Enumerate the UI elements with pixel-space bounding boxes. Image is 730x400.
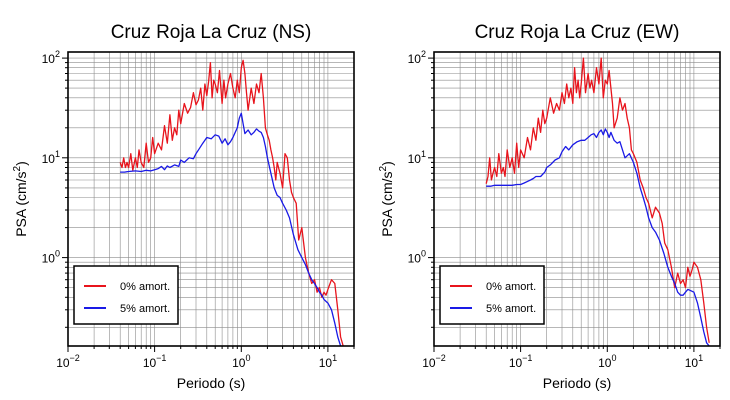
y-tick-label-base: 10 — [42, 252, 56, 266]
y-tick-label: 100 — [408, 249, 426, 266]
x-tick-label-exponent: −1 — [522, 353, 532, 363]
x-tick-label-base: 10 — [598, 356, 612, 370]
x-tick-label-base: 10 — [319, 356, 333, 370]
x-tick-label-base: 10 — [509, 356, 523, 370]
y-axis-label-exponent: 2 — [378, 165, 389, 171]
x-tick-label-exponent: 1 — [698, 353, 703, 363]
y-tick-label-base: 10 — [42, 52, 56, 66]
x-tick-label-exponent: 0 — [611, 353, 616, 363]
y-tick-label-base: 10 — [408, 52, 422, 66]
x-tick-label: 10−1 — [509, 353, 533, 370]
legend-label: 0% amort. — [486, 281, 536, 293]
y-tick-label: 101 — [42, 149, 60, 166]
y-tick-label-exponent: 2 — [421, 49, 426, 59]
grid — [67, 52, 355, 346]
y-tick-label: 102 — [408, 49, 426, 66]
legend-label: 5% amort. — [120, 303, 170, 315]
y-tick-label-exponent: 1 — [55, 149, 60, 159]
series-line — [120, 112, 342, 346]
chart-title: Cruz Roja La Cruz (EW) — [475, 22, 680, 43]
x-tick-label-base: 10 — [232, 356, 246, 370]
plot-frame — [67, 51, 355, 347]
series-line — [119, 59, 344, 346]
legend-box — [73, 265, 179, 325]
x-tick-label-base: 10 — [56, 356, 70, 370]
y-axis-label: PSA (cm/s2) — [378, 161, 395, 237]
y-axis-label-exponent: 2 — [12, 165, 23, 171]
x-tick-label: 101 — [319, 353, 337, 370]
legend-label: 0% amort. — [120, 281, 170, 293]
y-axis-label-text: PSA (cm/s — [13, 171, 29, 236]
x-tick-label: 101 — [685, 353, 703, 370]
x-tick-label: 10−2 — [56, 353, 80, 370]
x-tick-label-exponent: −2 — [436, 353, 446, 363]
legend: 0% amort. 5% amort. — [439, 265, 545, 325]
y-tick-label-exponent: 0 — [55, 249, 60, 259]
legend: 0% amort. 5% amort. — [73, 265, 179, 325]
x-tick-label: 100 — [598, 353, 616, 370]
x-tick-label-exponent: 0 — [245, 353, 250, 363]
y-tick-label-exponent: 1 — [421, 149, 426, 159]
y-tick-label-base: 10 — [408, 252, 422, 266]
y-tick-label-base: 10 — [408, 152, 422, 166]
chart-title: Cruz Roja La Cruz (NS) — [111, 22, 312, 43]
x-tick-label: 100 — [232, 353, 250, 370]
legend-box — [439, 265, 545, 325]
x-tick-label: 10−1 — [143, 353, 167, 370]
legend-label: 5% amort. — [486, 303, 536, 315]
series-line — [485, 57, 710, 343]
x-tick-label-base: 10 — [685, 356, 699, 370]
x-tick-label-base: 10 — [422, 356, 436, 370]
x-tick-label-exponent: −2 — [70, 353, 80, 363]
x-tick-label: 10−2 — [422, 353, 446, 370]
y-tick-label: 101 — [408, 149, 426, 166]
x-axis-label: Periodo (s) — [177, 375, 245, 391]
y-axis-label: PSA (cm/s2) — [12, 161, 29, 237]
y-tick-label: 102 — [42, 49, 60, 66]
x-tick-label-base: 10 — [143, 356, 157, 370]
plot-frame — [433, 51, 721, 347]
x-axis-label: Periodo (s) — [543, 375, 611, 391]
y-axis-label-close: ) — [379, 161, 395, 166]
y-tick-label-exponent: 2 — [55, 49, 60, 59]
y-tick-label-base: 10 — [42, 152, 56, 166]
x-tick-label-exponent: −1 — [156, 353, 166, 363]
y-axis-label-close: ) — [13, 161, 29, 166]
y-tick-label-exponent: 0 — [421, 249, 426, 259]
y-axis-label-text: PSA (cm/s — [379, 171, 395, 236]
x-tick-label-exponent: 1 — [332, 353, 337, 363]
y-tick-label: 100 — [42, 249, 60, 266]
series-line — [486, 128, 710, 346]
